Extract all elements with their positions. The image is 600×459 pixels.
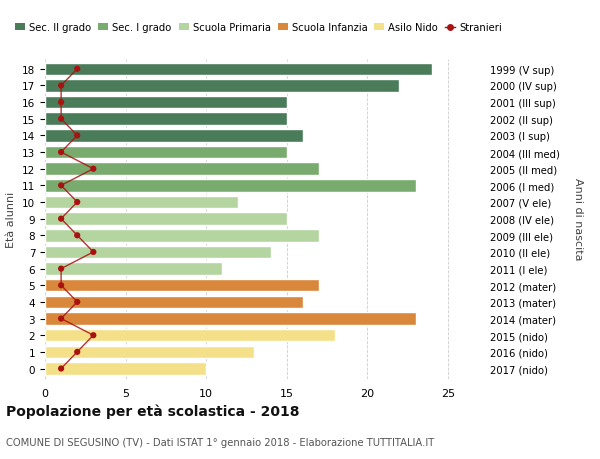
Bar (45, 213, 287, 225)
Point (73, 232, 82, 240)
Bar (45, 346, 254, 358)
Point (56, 182, 66, 190)
Point (89, 332, 98, 339)
Point (56, 149, 66, 157)
Point (56, 116, 66, 123)
Bar (45, 296, 303, 308)
Text: Popolazione per età scolastica - 2018: Popolazione per età scolastica - 2018 (6, 404, 299, 419)
Bar (45, 146, 287, 159)
Text: COMUNE DI SEGUSINO (TV) - Dati ISTAT 1° gennaio 2018 - Elaborazione TUTTITALIA.I: COMUNE DI SEGUSINO (TV) - Dati ISTAT 1° … (6, 437, 434, 447)
Bar (45, 63, 431, 76)
Bar (45, 130, 303, 142)
Point (73, 348, 82, 356)
Point (89, 166, 98, 173)
Bar (45, 113, 287, 126)
Bar (45, 280, 319, 292)
Point (56, 265, 66, 273)
Bar (45, 97, 287, 109)
Bar (45, 230, 319, 242)
Point (56, 365, 66, 372)
Bar (45, 313, 416, 325)
Point (56, 83, 66, 90)
Legend: Sec. II grado, Sec. I grado, Scuola Primaria, Scuola Infanzia, Asilo Nido, Stran: Sec. II grado, Sec. I grado, Scuola Prim… (15, 23, 502, 33)
Bar (45, 180, 416, 192)
Bar (45, 196, 238, 209)
Bar (45, 246, 271, 258)
Point (73, 66, 82, 73)
Bar (45, 163, 319, 175)
Bar (45, 329, 335, 341)
Point (73, 133, 82, 140)
Y-axis label: Età alunni: Età alunni (7, 191, 16, 247)
Bar (45, 80, 400, 92)
Point (56, 315, 66, 323)
Point (56, 216, 66, 223)
Point (89, 249, 98, 256)
Point (56, 99, 66, 106)
Point (73, 298, 82, 306)
Bar (45, 263, 222, 275)
Point (56, 282, 66, 289)
Point (73, 199, 82, 206)
Y-axis label: Anni di nascita: Anni di nascita (574, 178, 583, 260)
Bar (45, 363, 206, 375)
